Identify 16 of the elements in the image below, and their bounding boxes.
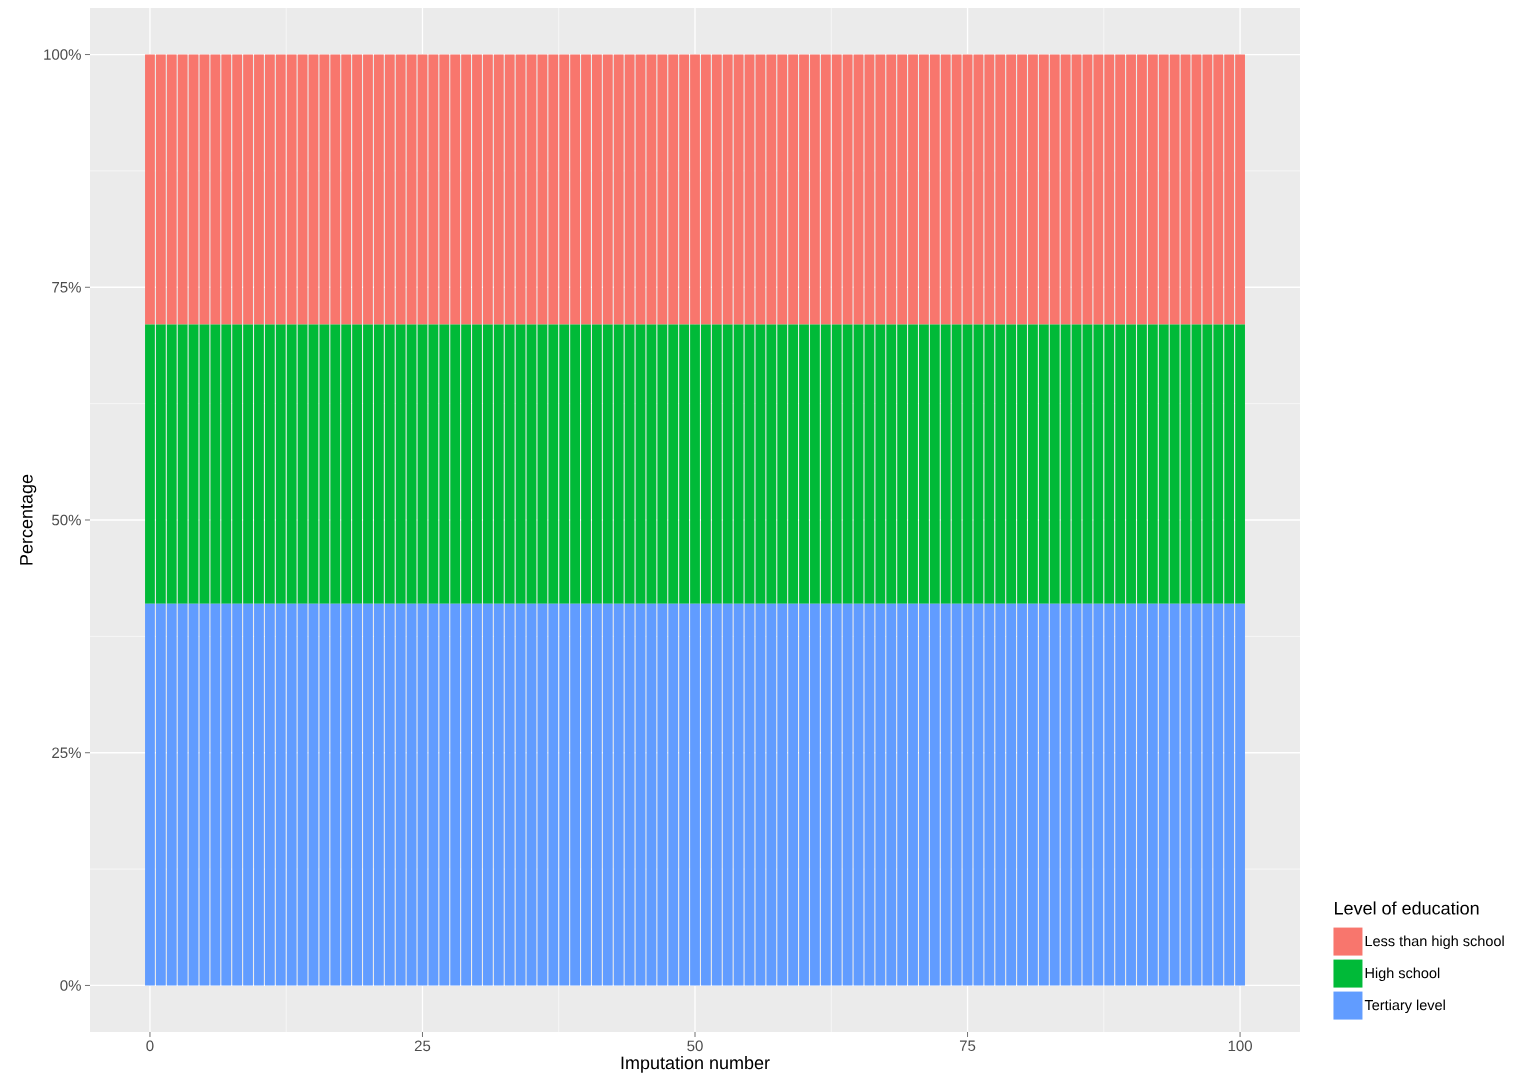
y-tick-label: 0%	[60, 980, 81, 991]
y-tick-label: 50%	[52, 514, 81, 526]
legend-title: Level of education	[1335, 901, 1479, 915]
legend-label: Less than high school	[1365, 935, 1504, 950]
x-tick-label: 50	[687, 1040, 703, 1052]
legend-label: Tertiary level	[1364, 999, 1445, 1014]
x-tick-label: 0	[146, 1040, 154, 1052]
y-tick-label: 100%	[44, 49, 81, 60]
y-tick-label: 25%	[52, 747, 81, 759]
y-axis-title: Percentage	[20, 474, 37, 565]
x-tick-label: 75	[959, 1040, 976, 1051]
legend-label: High school	[1365, 967, 1440, 982]
x-tick-label: 25	[414, 1040, 431, 1052]
y-tick-label: 75%	[52, 282, 81, 293]
x-axis-title: Imputation number	[621, 1056, 770, 1073]
x-tick-label: 100	[1228, 1040, 1252, 1052]
